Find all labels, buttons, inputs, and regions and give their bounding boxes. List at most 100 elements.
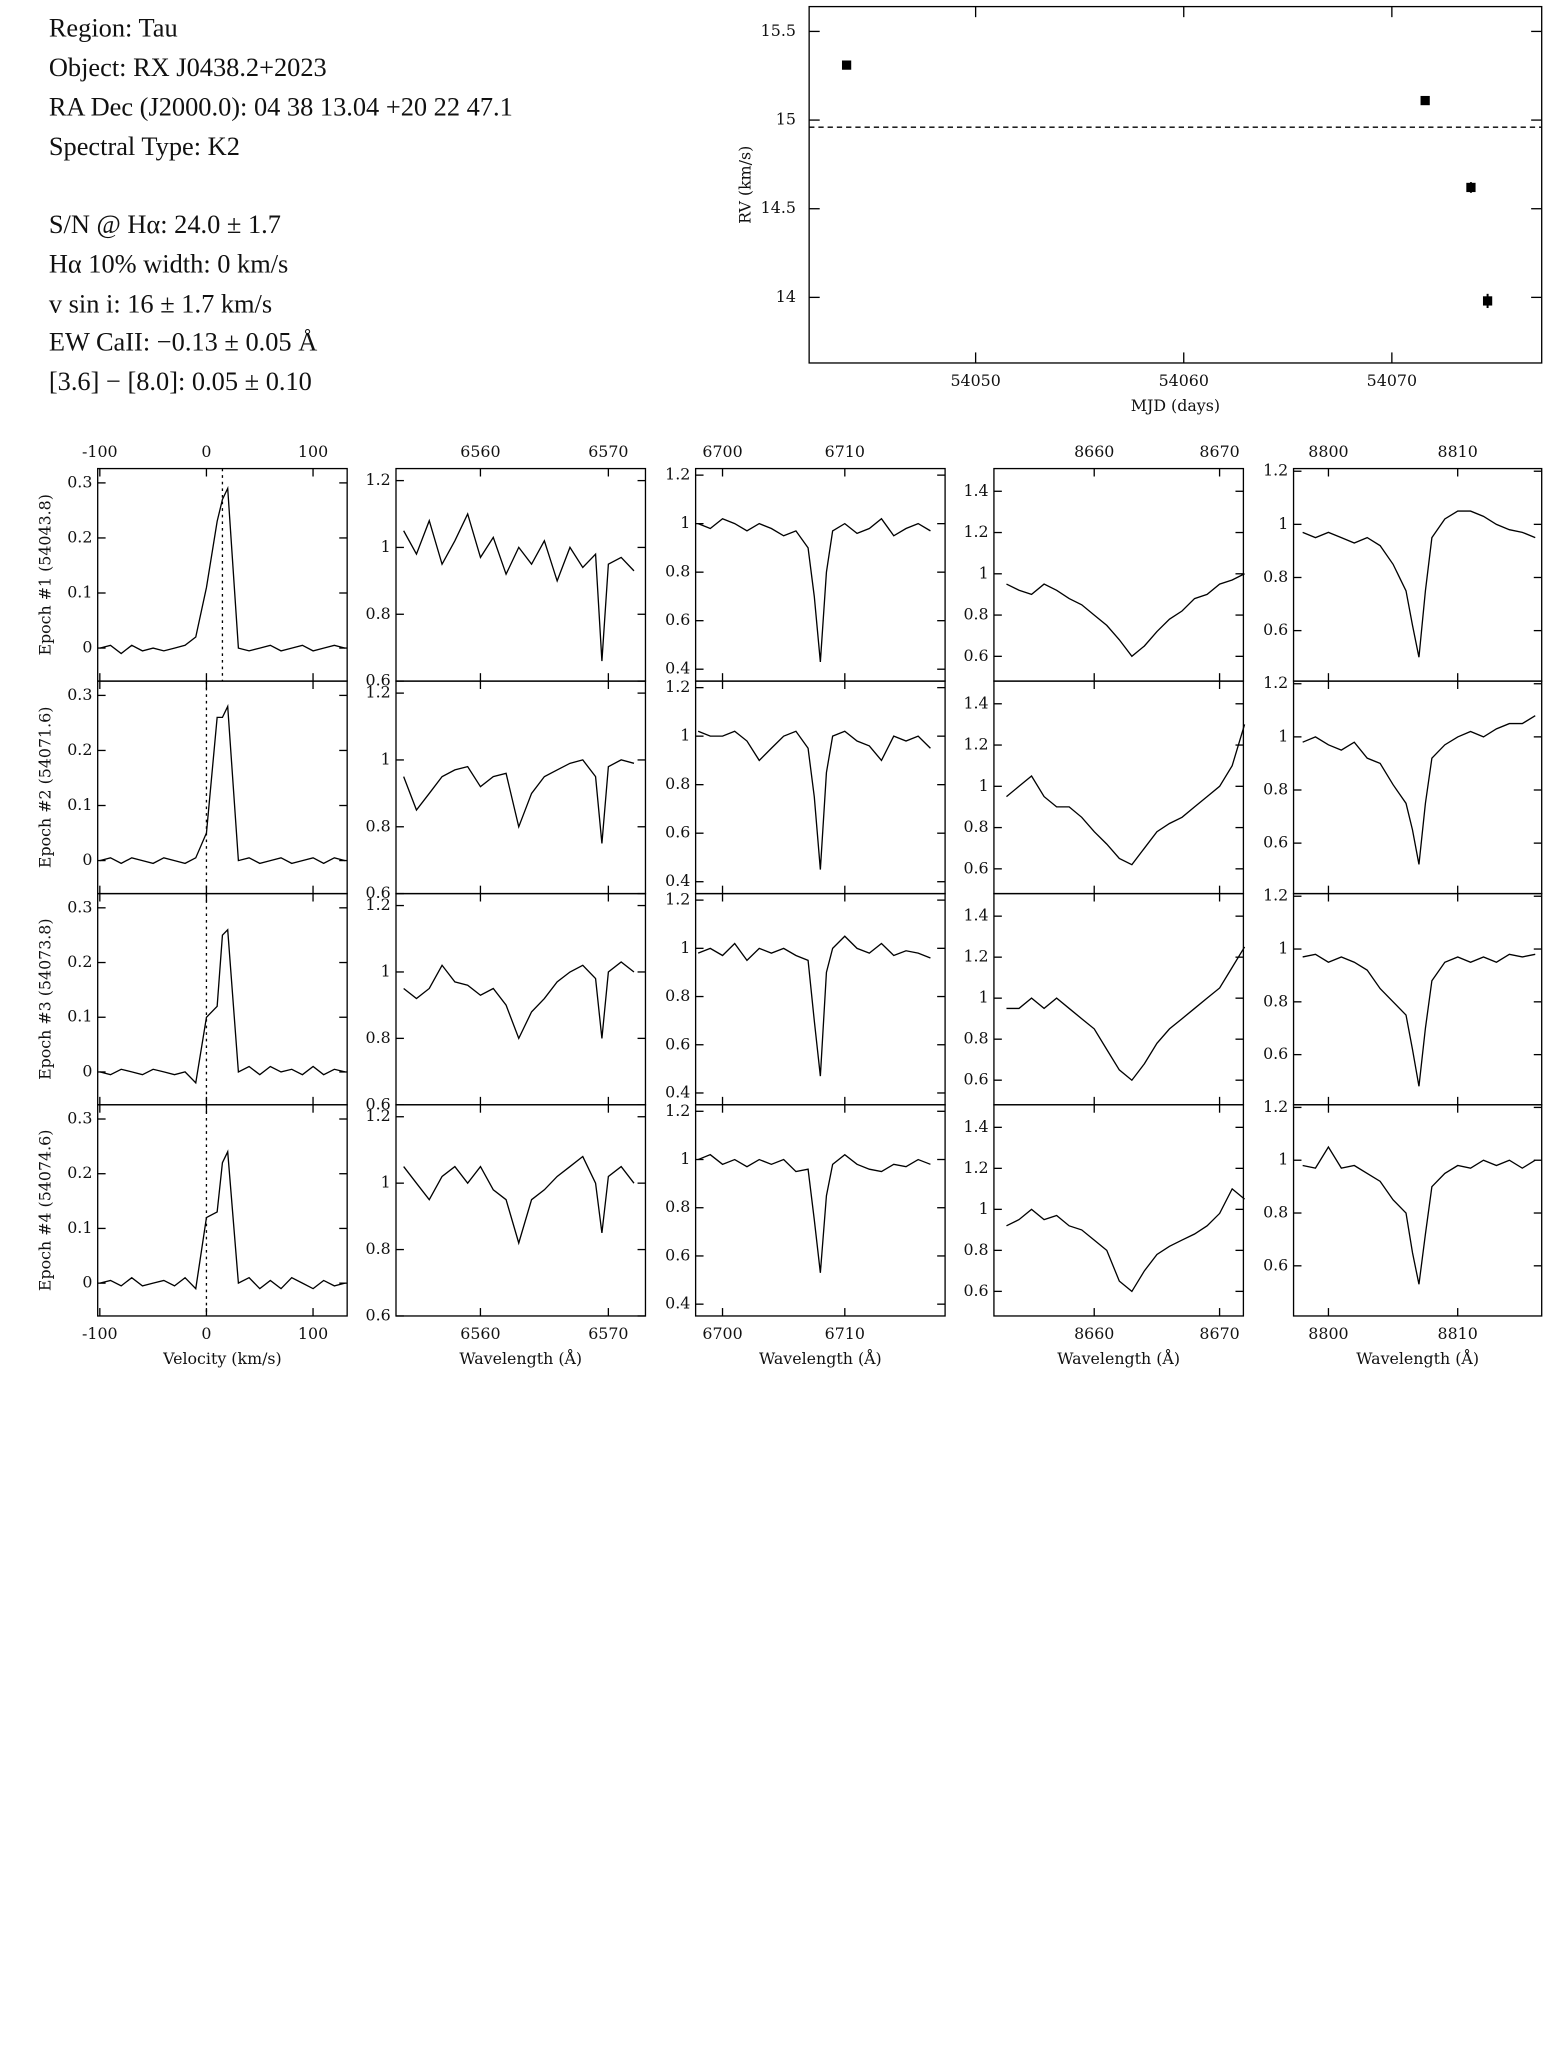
y-tick-label: 1 [1278,514,1288,533]
y-tick-label: 0.6 [366,671,391,690]
y-tick-label: 1 [680,1149,690,1168]
y-tick-label: 1.2 [1263,1097,1288,1116]
y-tick-label: 14 [776,287,796,306]
y-axis-label: Epoch #4 (54074.6) [36,1130,55,1291]
point [1420,95,1430,106]
y-tick-label: 1 [1278,726,1288,745]
y-tick-label: 0.3 [67,472,92,491]
info-line: EW CaII: −0.13 ± 0.05 Å [49,327,317,357]
x-tick-label: 8670 [1199,1324,1239,1343]
spectrum-line [1302,510,1536,658]
spectrum-line [1302,953,1536,1087]
y-tick-label: 1.2 [665,890,690,909]
plot-frame [395,892,647,1106]
y-tick-label: 1 [979,988,989,1007]
x-tick-label: 100 [298,442,328,461]
y-tick-label: 1 [1278,1150,1288,1169]
y-tick-label: 1.2 [963,735,988,754]
y-axis-label: Epoch #2 (54071.6) [36,707,55,868]
spectrum-line [1302,715,1536,865]
y-tick-label: 0.6 [1263,833,1288,852]
info-line: S/N @ Hα: 24.0 ± 1.7 [49,209,281,239]
point [1482,296,1493,306]
y-tick-label: 0.4 [665,1294,690,1313]
spectrum-line [403,961,635,1041]
y-tick-label: 1.2 [665,465,690,484]
y-tick-label: 1.4 [963,1117,988,1136]
y-tick-label: 0.2 [67,740,92,759]
plot-frame [993,467,1245,682]
y-tick-label: 0.6 [665,1034,690,1053]
x-axis-label: Wavelength (Å) [459,1348,582,1368]
x-tick-label: 6700 [702,1324,742,1343]
y-tick-label: 14.5 [761,198,796,217]
spectrum-line [697,935,931,1077]
y-tick-label: 1 [381,749,391,768]
y-tick-label: 0.8 [665,562,690,581]
spectrum-line [1006,573,1245,658]
y-tick-label: 1.2 [1263,673,1288,692]
y-tick-label: 0.8 [366,816,391,835]
x-tick-label: 54050 [950,371,1000,390]
y-tick-label: 1.4 [963,481,988,500]
y-tick-label: 0.4 [665,871,690,890]
x-tick-label: 8810 [1438,442,1478,461]
x-axis-label: MJD (days) [1131,396,1220,415]
y-tick-label: 0.6 [366,1305,391,1324]
y-tick-label: 1 [680,513,690,532]
y-tick-label: 0.4 [665,659,690,678]
y-tick-label: 1.2 [963,947,988,966]
x-tick-label: 0 [201,1324,211,1343]
y-tick-label: 1 [979,776,989,795]
y-tick-label: 0.8 [1263,779,1288,798]
plot-frame [97,680,348,895]
y-tick-label: 0.6 [963,858,988,877]
y-tick-label: 1.4 [963,693,988,712]
x-tick-label: 100 [298,1324,328,1343]
x-tick-label: 6560 [460,442,500,461]
y-tick-label: 0.6 [963,1281,988,1300]
y-tick-label: 1 [1278,939,1288,958]
plot-frame [694,467,946,682]
x-tick-label: -100 [82,442,118,461]
y-tick-label: 0.8 [963,1240,988,1259]
y-tick-label: 0.3 [67,897,92,916]
y-tick-label: 0.2 [67,527,92,546]
spectrum-line [99,1149,346,1291]
spectrum-line [1006,946,1246,1082]
x-tick-label: 6560 [460,1324,500,1343]
plot-frame [1292,892,1543,1106]
y-tick-label: 0.8 [1263,1203,1288,1222]
y-tick-label: 1.2 [665,1101,690,1120]
plot-frame [808,5,1543,364]
y-tick-label: 1 [979,1199,989,1218]
y-tick-label: 0.1 [67,583,92,602]
y-tick-label: 1.2 [1263,461,1288,480]
y-tick-label: 1.2 [366,1106,391,1125]
plot-frame [395,1104,647,1317]
x-tick-label: 6710 [825,1324,865,1343]
y-tick-label: 0.8 [963,817,988,836]
y-tick-label: 0 [82,1061,92,1080]
y-tick-label: 0.8 [665,1197,690,1216]
y-tick-label: 1.2 [963,1158,988,1177]
x-tick-label: 6570 [588,442,628,461]
x-tick-label: 8800 [1308,1324,1348,1343]
y-tick-label: 1 [680,726,690,745]
x-axis-label: Velocity (km/s) [162,1349,282,1368]
y-tick-label: 0.6 [963,646,988,665]
y-tick-label: 0.6 [665,823,690,842]
spectrum-line [403,1155,635,1246]
y-tick-label: 0.6 [1263,620,1288,639]
y-tick-label: 0.1 [67,1218,92,1237]
y-tick-label: 0.8 [665,986,690,1005]
y-tick-label: 0.2 [67,952,92,971]
y-tick-label: 1.2 [366,683,391,702]
y-tick-label: 0.8 [1263,991,1288,1010]
info-block: Region: Tau Object: RX J0438.2+2023 RA Dec… [49,12,513,396]
spectrum-line [697,1153,931,1273]
y-tick-label: 0.8 [665,774,690,793]
x-tick-label: 54070 [1367,371,1417,390]
y-tick-label: 0.8 [1263,567,1288,586]
y-tick-label: 1 [381,1173,391,1192]
